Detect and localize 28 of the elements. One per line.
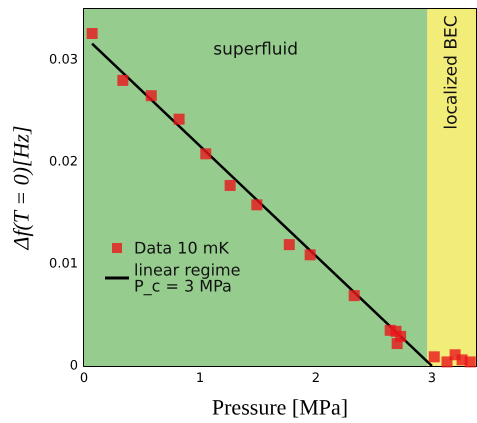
point <box>284 239 295 250</box>
point <box>146 90 157 102</box>
point <box>428 351 440 362</box>
y-tick-label: 0 <box>70 358 78 374</box>
x-tick-label: 1 <box>196 371 204 386</box>
x-axis-title: Pressure [MPa] <box>212 394 348 420</box>
point <box>348 290 360 302</box>
point <box>304 249 316 260</box>
point <box>86 28 98 39</box>
point <box>392 338 403 350</box>
y-tick-label: 0.01 <box>49 256 78 272</box>
point <box>442 356 453 368</box>
x-tick-label: 0 <box>80 371 88 386</box>
point <box>224 180 236 191</box>
legend-label: Data 10 mK <box>134 238 230 258</box>
band-label: localized BEC <box>442 15 462 130</box>
point <box>200 148 212 160</box>
point <box>174 114 185 125</box>
point <box>251 199 262 210</box>
y-tick-label: 0.03 <box>49 52 78 68</box>
y-axis-title: Δf(T = 0)[Hz] <box>8 126 34 250</box>
band-label: superfluid <box>213 40 298 60</box>
y-tick-label: 0.02 <box>49 154 78 170</box>
x-tick-label: 2 <box>312 371 320 386</box>
point <box>117 74 128 86</box>
point <box>464 356 476 368</box>
x-tick-label: 3 <box>428 371 436 386</box>
legend-label: linear regime P_c = 3 MPa <box>134 260 240 296</box>
